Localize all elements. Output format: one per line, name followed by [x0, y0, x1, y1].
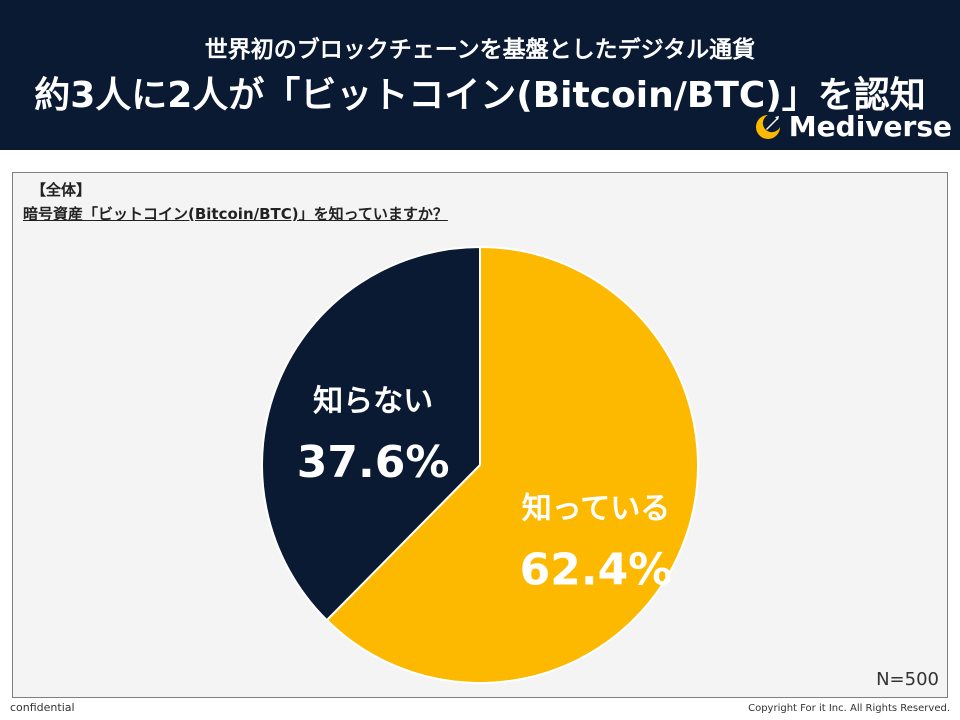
- survey-question: 暗号資産「ビットコイン(Bitcoin/BTC)」を知っていますか？: [23, 205, 448, 223]
- slice-label-2: 知らない: [313, 384, 433, 419]
- chart-panel: 【全体】 暗号資産「ビットコイン(Bitcoin/BTC)」を知っていますか？ …: [12, 172, 948, 698]
- slice-value-2: 37.6%: [297, 437, 450, 488]
- slice-value-1: 62.4%: [520, 544, 673, 595]
- pie-chart: 知っている 62.4% 知らない 37.6%: [261, 245, 699, 684]
- pie-slice-2: [261, 245, 481, 622]
- brand-name: Mediverse: [788, 110, 952, 143]
- crescent-rocket-icon: [755, 114, 780, 139]
- footer-copyright: Copyright For it Inc. All Rights Reserve…: [748, 703, 950, 714]
- header-banner: 世界初のブロックチェーンを基盤としたデジタル通貨 約3人に2人が「ビットコイン(…: [0, 0, 960, 150]
- slice-label-1: 知っている: [522, 491, 671, 526]
- header-title: 約3人に2人が「ビットコイン(Bitcoin/BTC)」を認知: [34, 75, 926, 116]
- footer-confidential: confidential: [10, 701, 75, 714]
- sample-size: N=500: [876, 669, 939, 690]
- header-subtitle: 世界初のブロックチェーンを基盤としたデジタル通貨: [204, 37, 756, 63]
- section-label: 【全体】: [31, 181, 92, 199]
- brand-logo: Mediverse: [753, 110, 952, 143]
- pie-slice-1: [325, 245, 699, 684]
